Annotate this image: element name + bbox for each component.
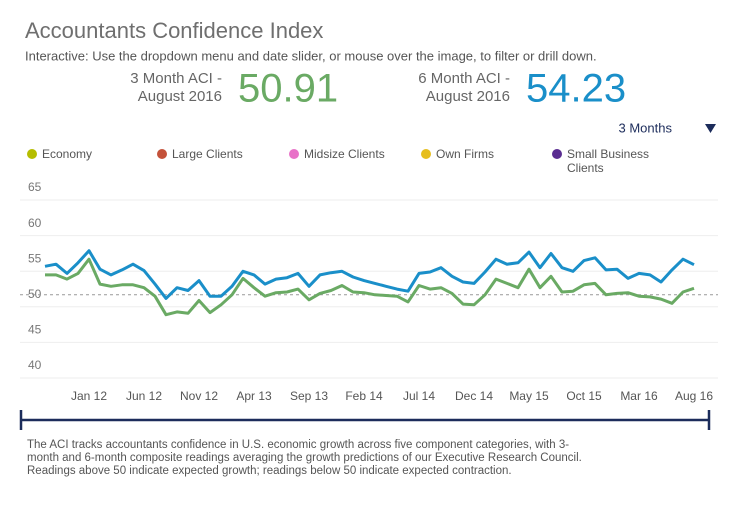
y-tick-label: 45 <box>28 323 42 337</box>
legend-marker <box>421 149 431 159</box>
footnote: The ACI tracks accountants confidence in… <box>27 439 582 477</box>
subtitle: Interactive: Use the dropdown menu and d… <box>25 48 597 63</box>
x-tick-label: Sep 13 <box>290 389 328 403</box>
legend-label: Economy <box>42 147 92 161</box>
kpi-label: August 2016 <box>138 88 222 105</box>
legend-marker <box>552 149 562 159</box>
dropdown[interactable]: 3 Months <box>619 120 673 135</box>
dropdown-arrow[interactable] <box>705 124 716 133</box>
series-line <box>44 249 695 300</box>
x-tick-label: Oct 15 <box>566 389 602 403</box>
legend-label: Clients <box>567 161 604 175</box>
x-tick-label: Apr 13 <box>236 389 272 403</box>
kpi-label: August 2016 <box>426 88 510 105</box>
legend-label: Midsize Clients <box>304 147 385 161</box>
legend-label: Own Firms <box>436 147 494 161</box>
y-tick-label: 55 <box>28 251 42 265</box>
kpi-value: 54.23 <box>526 67 626 111</box>
x-tick-label: Nov 12 <box>180 389 218 403</box>
legend-label: Large Clients <box>172 147 243 161</box>
legend-marker <box>289 149 299 159</box>
title: Accountants Confidence Index <box>25 18 323 43</box>
y-tick-label: 40 <box>28 358 42 372</box>
x-tick-label: Jul 14 <box>403 389 435 403</box>
y-tick-label: 65 <box>28 180 42 194</box>
x-tick-label: May 15 <box>509 389 549 403</box>
x-tick-label: Dec 14 <box>455 389 493 403</box>
x-tick-label: Aug 16 <box>675 389 713 403</box>
x-tick-label: Mar 16 <box>620 389 658 403</box>
y-tick-label: 60 <box>28 216 42 230</box>
legend-marker <box>27 149 37 159</box>
x-tick-label: Feb 14 <box>345 389 383 403</box>
slider[interactable] <box>19 410 711 430</box>
x-tick-label: Jun 12 <box>126 389 162 403</box>
series-line <box>45 257 695 317</box>
y-tick-label: 50 <box>28 287 42 301</box>
legend-label: Small Business <box>567 147 649 161</box>
x-tick-label: Jan 12 <box>71 389 107 403</box>
kpi-value: 50.91 <box>238 67 338 111</box>
kpi-label: 3 Month ACI - <box>130 70 222 87</box>
kpi-label: 6 Month ACI - <box>418 70 510 87</box>
legend-marker <box>157 149 167 159</box>
